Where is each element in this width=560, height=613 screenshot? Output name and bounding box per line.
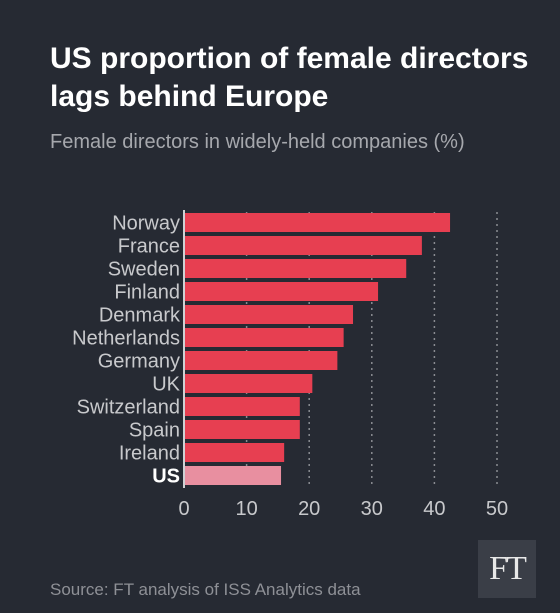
ft-logo: FT [478, 540, 536, 598]
category-label-denmark: Denmark [99, 305, 181, 327]
bar-spain [184, 420, 300, 439]
x-tick-label-10: 10 [235, 498, 257, 520]
chart-subtitle: Female directors in widely-held companie… [50, 131, 465, 153]
category-label-finland: Finland [114, 282, 180, 304]
category-label-switzerland: Switzerland [77, 397, 180, 419]
bar-ireland [184, 443, 285, 462]
category-label-us: US [152, 466, 180, 488]
bar-denmark [184, 305, 354, 324]
category-label-ireland: Ireland [119, 443, 180, 465]
bar-switzerland [184, 397, 300, 416]
bar-finland [184, 282, 379, 301]
category-label-sweden: Sweden [108, 259, 180, 281]
x-tick-label-20: 20 [298, 498, 320, 520]
bars [184, 213, 451, 485]
category-label-netherlands: Netherlands [72, 328, 180, 350]
x-tick-label-30: 30 [361, 498, 383, 520]
source-note: Source: FT analysis of ISS Analytics dat… [50, 580, 361, 599]
gridlines [245, 212, 498, 488]
chart-title: US proportion of female directors lags b… [50, 42, 529, 113]
category-label-france: France [118, 236, 180, 258]
x-tick-label-0: 0 [178, 498, 189, 520]
x-tick-label-40: 40 [423, 498, 445, 520]
bar-us [184, 466, 282, 485]
bar-france [184, 236, 422, 255]
category-label-spain: Spain [129, 420, 180, 442]
category-label-norway: Norway [112, 213, 180, 235]
bar-germany [184, 351, 338, 370]
category-label-uk: UK [152, 374, 180, 396]
category-label-germany: Germany [98, 351, 180, 373]
x-tick-label-50: 50 [486, 498, 508, 520]
bar-norway [184, 213, 451, 232]
x-tick-labels: 0 10 20 30 40 50 [178, 498, 508, 520]
category-labels: NorwayFranceSwedenFinlandDenmarkNetherla… [72, 213, 181, 488]
bar-uk [184, 374, 313, 393]
bar-netherlands [184, 328, 344, 347]
bar-sweden [184, 259, 407, 278]
